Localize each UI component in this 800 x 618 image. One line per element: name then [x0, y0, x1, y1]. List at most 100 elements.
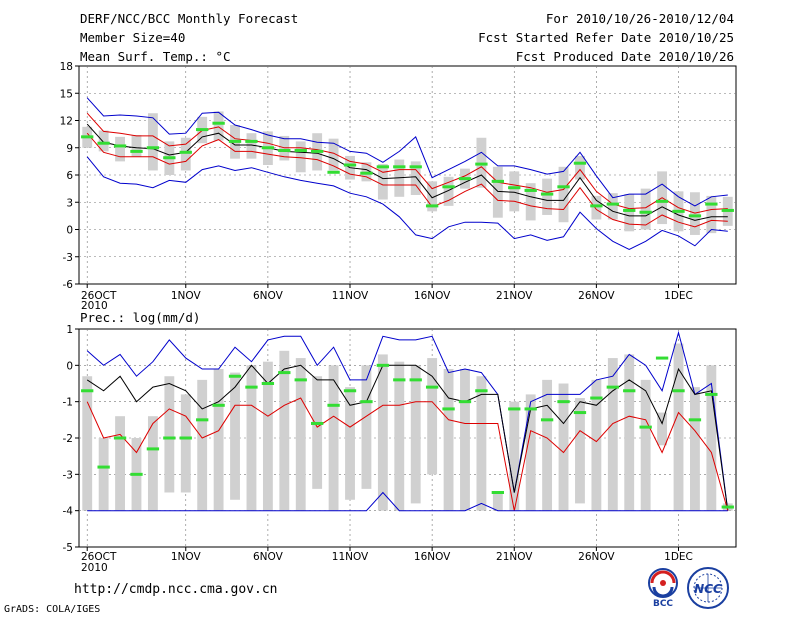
- precipitation-median-marker: [524, 407, 537, 411]
- precipitation-xtick-label: 11NOV: [332, 551, 369, 563]
- produced-date: Fcst Produced Date 2010/10/26: [515, 49, 734, 64]
- precipitation-range-bar: [640, 379, 651, 511]
- temperature-range-bar: [410, 161, 421, 195]
- temperature-range-bar: [328, 138, 339, 171]
- precipitation-range-bar: [295, 358, 306, 511]
- precipitation-range-bar: [591, 379, 602, 511]
- precipitation-range-bar: [443, 368, 454, 511]
- chart-title: DERF/NCC/BCC Monthly Forecast: [80, 11, 299, 26]
- precipitation-xtick-label: 6NOV: [253, 551, 284, 563]
- temperature-median-marker: [590, 204, 603, 208]
- temperature-median-marker: [524, 188, 537, 192]
- precipitation-ytick-label: 0: [66, 360, 73, 372]
- temperature-median-marker: [146, 146, 160, 150]
- forecast-period: For 2010/10/26-2010/12/04: [545, 11, 734, 26]
- precipitation-range-bar: [690, 387, 700, 511]
- precipitation-range-bar: [312, 376, 323, 489]
- precipitation-range-bar: [377, 354, 388, 511]
- temperature-year-label: 2010: [81, 300, 108, 312]
- precipitation-median-marker: [475, 389, 488, 393]
- temperature-range-bar: [624, 194, 635, 232]
- precipitation-xtick-label: 26NOV: [578, 551, 615, 563]
- footer-url[interactable]: http://cmdp.ncc.cma.gov.cn: [74, 582, 278, 597]
- temperature-median-marker: [179, 150, 192, 154]
- precipitation-range-bar: [509, 401, 520, 511]
- temperature-median-marker: [508, 186, 521, 190]
- temperature-xtick-label: 16NOV: [414, 290, 451, 302]
- temperature-range-bar: [115, 136, 125, 162]
- precipitation-median-marker: [261, 382, 275, 385]
- temperature-ytick-label: -3: [63, 252, 73, 264]
- precipitation-ytick-label: 1: [66, 324, 73, 336]
- precipitation-median-marker: [639, 425, 652, 429]
- temperature-variable-label: Mean Surf. Temp.: °C: [80, 49, 231, 64]
- temperature-range-bar: [591, 195, 602, 220]
- precipitation-range-bar: [607, 358, 618, 511]
- precipitation-range-bar: [230, 372, 240, 500]
- precipitation-ytick-label: -3: [63, 469, 73, 481]
- temperature-range-bar: [525, 183, 536, 221]
- temperature-range-bar: [575, 155, 585, 180]
- temperature-median-marker: [196, 128, 209, 132]
- precipitation-range-bar: [394, 361, 405, 511]
- temperature-range-bar: [690, 192, 700, 235]
- temperature-range-bar: [147, 113, 158, 171]
- temperature-range-bar: [640, 188, 651, 230]
- precipitation-median-marker: [97, 465, 110, 469]
- temperature-ytick-label: 15: [60, 88, 73, 100]
- ncc-logo: NCC: [687, 567, 729, 609]
- temperature-ytick-label: 18: [60, 61, 73, 73]
- precipitation-median-marker: [327, 403, 340, 407]
- temperature-xtick-label: 11NOV: [332, 290, 369, 302]
- precipitation-series-max: [86, 330, 729, 511]
- temperature-range-bar: [427, 181, 438, 212]
- precipitation-range-bar: [492, 492, 503, 511]
- bcc-logo: BCC: [648, 568, 678, 608]
- precipitation-median-marker: [294, 378, 307, 382]
- precipitation-range-bar: [147, 416, 158, 511]
- temperature-median-marker: [245, 139, 258, 143]
- temperature-median-marker: [573, 161, 587, 165]
- temperature-median-marker: [327, 170, 340, 174]
- temperature-median-marker: [311, 149, 324, 153]
- temperature-median-marker: [639, 210, 652, 214]
- precipitation-median-marker: [491, 491, 504, 494]
- temperature-range-bar: [492, 166, 503, 218]
- precipitation-range-bar: [476, 376, 487, 511]
- temperature-median-marker: [442, 185, 455, 189]
- temperature-range-bar: [443, 176, 454, 206]
- precipitation-series-mean: [86, 364, 729, 511]
- precipitation-xtick-label: 26OCT: [81, 551, 117, 563]
- temperature-ytick-label: 0: [66, 225, 73, 237]
- temperature-median-marker: [458, 177, 472, 181]
- temperature-series-upper: [86, 112, 728, 214]
- precipitation-xtick-label: 1NOV: [171, 551, 202, 563]
- precipitation-range-bar: [558, 383, 569, 511]
- temperature-ytick-label: 3: [66, 197, 73, 209]
- precipitation-series-lower: [86, 397, 729, 511]
- precipitation-median-marker: [163, 436, 176, 440]
- temperature-median-marker: [360, 171, 373, 175]
- temperature-median-marker: [425, 204, 439, 208]
- temperature-ytick-label: 12: [60, 116, 73, 128]
- temperature-ytick-label: -6: [63, 279, 74, 291]
- temperature-median-marker: [409, 165, 422, 169]
- temperature-median-marker: [655, 199, 669, 203]
- precipitation-median-marker: [228, 374, 242, 378]
- temperature-median-marker: [261, 146, 275, 150]
- precipitation-series-min: [87, 491, 728, 512]
- precipitation-median-marker: [196, 418, 209, 422]
- precipitation-median-marker: [508, 407, 521, 411]
- precipitation-range-bar: [410, 365, 421, 504]
- temperature-ytick-label: 6: [66, 170, 73, 182]
- precipitation-range-bar: [575, 398, 585, 504]
- precipitation-median-marker: [212, 403, 225, 407]
- temperature-median-marker: [393, 165, 406, 169]
- precipitation-median-marker: [606, 385, 619, 389]
- temperature-median-marker: [623, 208, 636, 212]
- precipitation-ytick-label: -5: [63, 542, 73, 554]
- temperature-range-bar: [558, 166, 569, 223]
- temperature-series-max: [86, 97, 728, 207]
- precipitation-range-bar: [345, 387, 355, 500]
- precipitation-range-bar: [213, 368, 224, 511]
